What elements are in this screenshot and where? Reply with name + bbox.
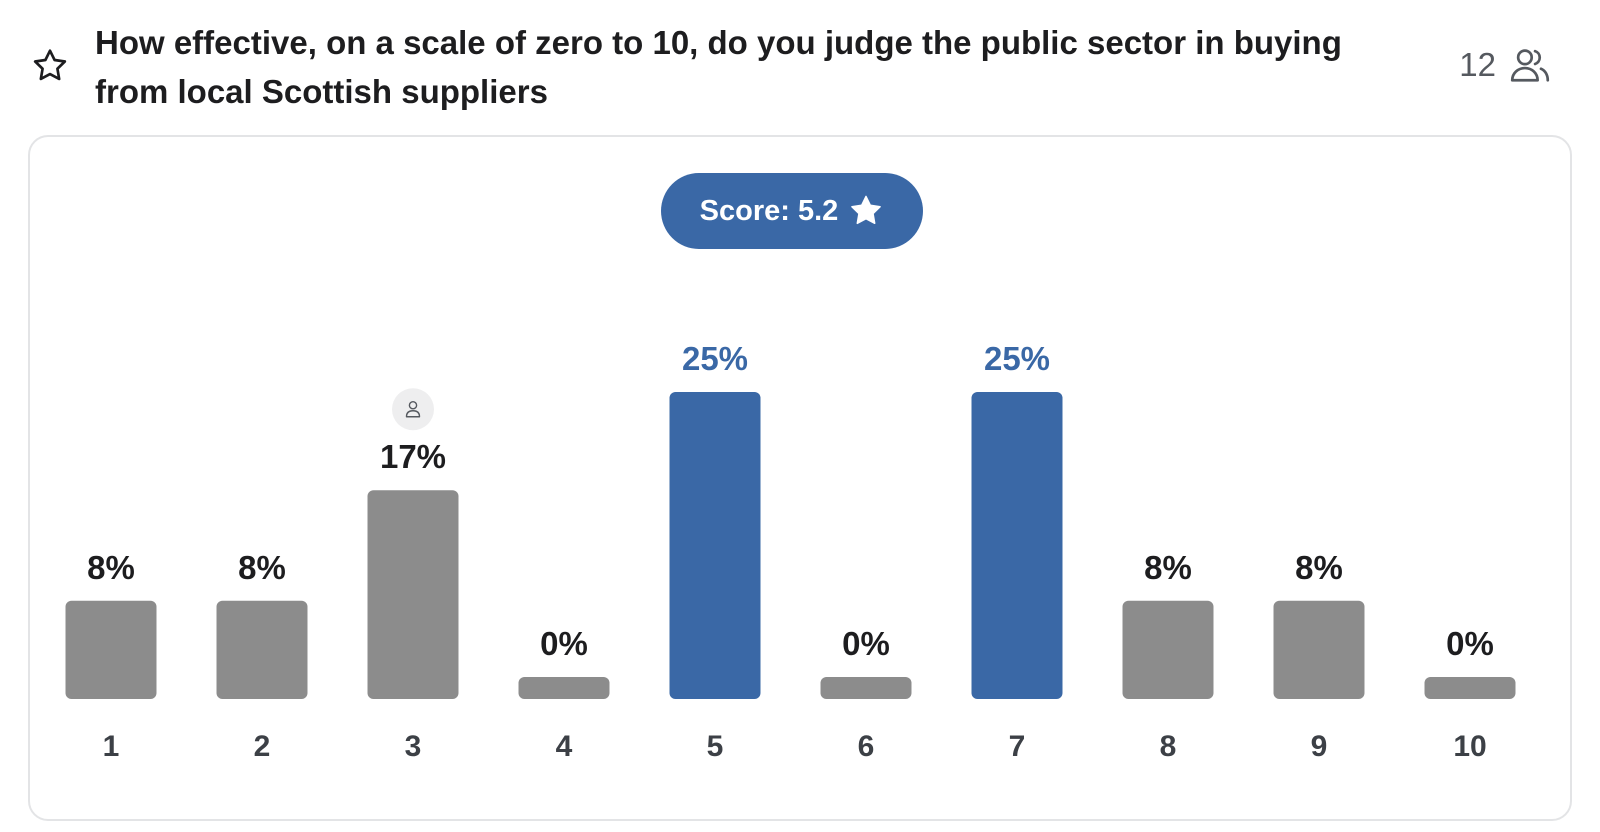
- star-icon: [851, 195, 882, 225]
- value-label-2: 8%: [238, 549, 286, 586]
- bar-8: [1122, 600, 1214, 699]
- category-label-9: 9: [1311, 730, 1328, 763]
- score-badge: Score: 5.2: [661, 173, 923, 249]
- person-icon: [392, 388, 434, 431]
- category-label-7: 7: [1009, 730, 1026, 763]
- value-label-7: 25%: [984, 340, 1050, 377]
- value-label-8: 8%: [1144, 549, 1192, 586]
- bar-7: [971, 392, 1063, 699]
- category-label-3: 3: [405, 730, 422, 763]
- bar-9: [1273, 600, 1365, 699]
- responses-count: 12: [1459, 46, 1496, 83]
- bar-1: [65, 600, 157, 699]
- bar-2: [216, 600, 308, 699]
- value-label-6: 0%: [842, 625, 890, 662]
- bar-10: [1424, 677, 1516, 699]
- users-icon: [1508, 44, 1552, 86]
- category-label-10: 10: [1453, 730, 1486, 763]
- category-label-2: 2: [254, 730, 271, 763]
- value-label-4: 0%: [540, 625, 588, 662]
- star-outline-icon[interactable]: [30, 46, 70, 86]
- bar-chart: 8% 1 8% 2 17% 3 0% 4 25% 5 0% 6 25% 7 8% 8 8% 9 0% 10: [65, 340, 1516, 763]
- bar-6: [820, 677, 912, 699]
- category-label-8: 8: [1160, 730, 1177, 763]
- responses-counter: 12: [1459, 44, 1552, 86]
- bar-4: [518, 677, 610, 699]
- value-label-1: 8%: [87, 549, 135, 586]
- category-label-5: 5: [707, 730, 724, 763]
- category-label-6: 6: [858, 730, 875, 763]
- question-title: How effective, on a scale of zero to 10,…: [95, 24, 1342, 110]
- value-label-5: 25%: [682, 340, 748, 377]
- value-label-9: 8%: [1295, 549, 1343, 586]
- results-card: 8% 1 8% 2 17% 3 0% 4 25% 5 0% 6 25% 7 8% 8 8% 9 0% 10 Score…: [28, 135, 1572, 821]
- category-label-4: 4: [556, 730, 573, 763]
- question-header: How effective, on a scale of zero to 10,…: [0, 0, 1600, 130]
- value-label-3: 17%: [380, 438, 446, 475]
- bar-5: [669, 392, 761, 699]
- score-label: Score: 5.2: [699, 194, 839, 227]
- category-label-1: 1: [103, 730, 120, 763]
- bar-3: [367, 490, 459, 699]
- value-label-10: 0%: [1446, 625, 1494, 662]
